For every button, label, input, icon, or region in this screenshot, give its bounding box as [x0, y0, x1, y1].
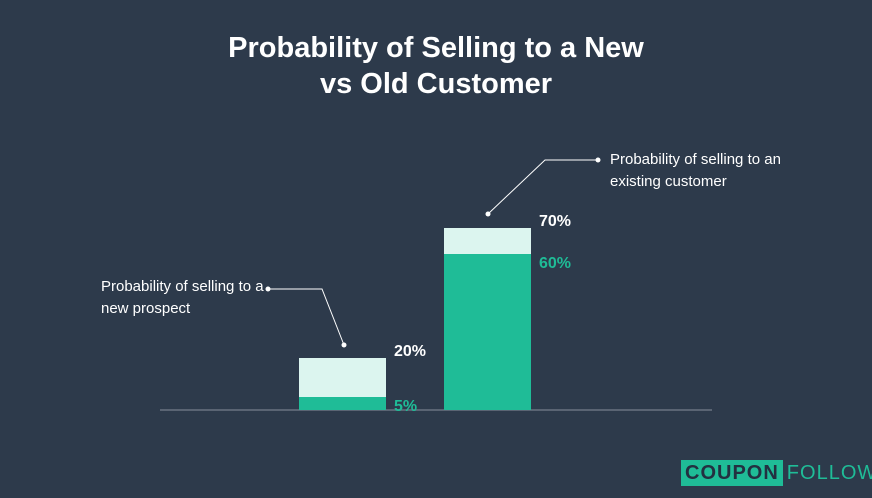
- leader-dot: [595, 157, 601, 163]
- annotation: Probability of selling to an existing cu…: [610, 151, 781, 190]
- bar: [444, 254, 531, 410]
- leader-line: [487, 159, 598, 215]
- logo-text: COUPON: [681, 460, 783, 486]
- value-label: 20%: [394, 343, 426, 360]
- value-label: 60%: [539, 255, 571, 272]
- value-label: 70%: [539, 213, 571, 230]
- leader-dot: [341, 342, 347, 348]
- leader-dot: [265, 286, 271, 292]
- annotation: Probability of selling to a new prospect: [101, 278, 264, 317]
- logo-text: FOLLOW: [786, 462, 872, 484]
- chart-title: Probability of Selling to a New vs Old C…: [228, 32, 644, 100]
- logo: COUPON FOLLOW: [681, 460, 872, 486]
- leader-dot: [485, 211, 491, 217]
- bar: [299, 397, 386, 410]
- leader-line: [268, 288, 345, 346]
- value-label: 5%: [394, 398, 417, 415]
